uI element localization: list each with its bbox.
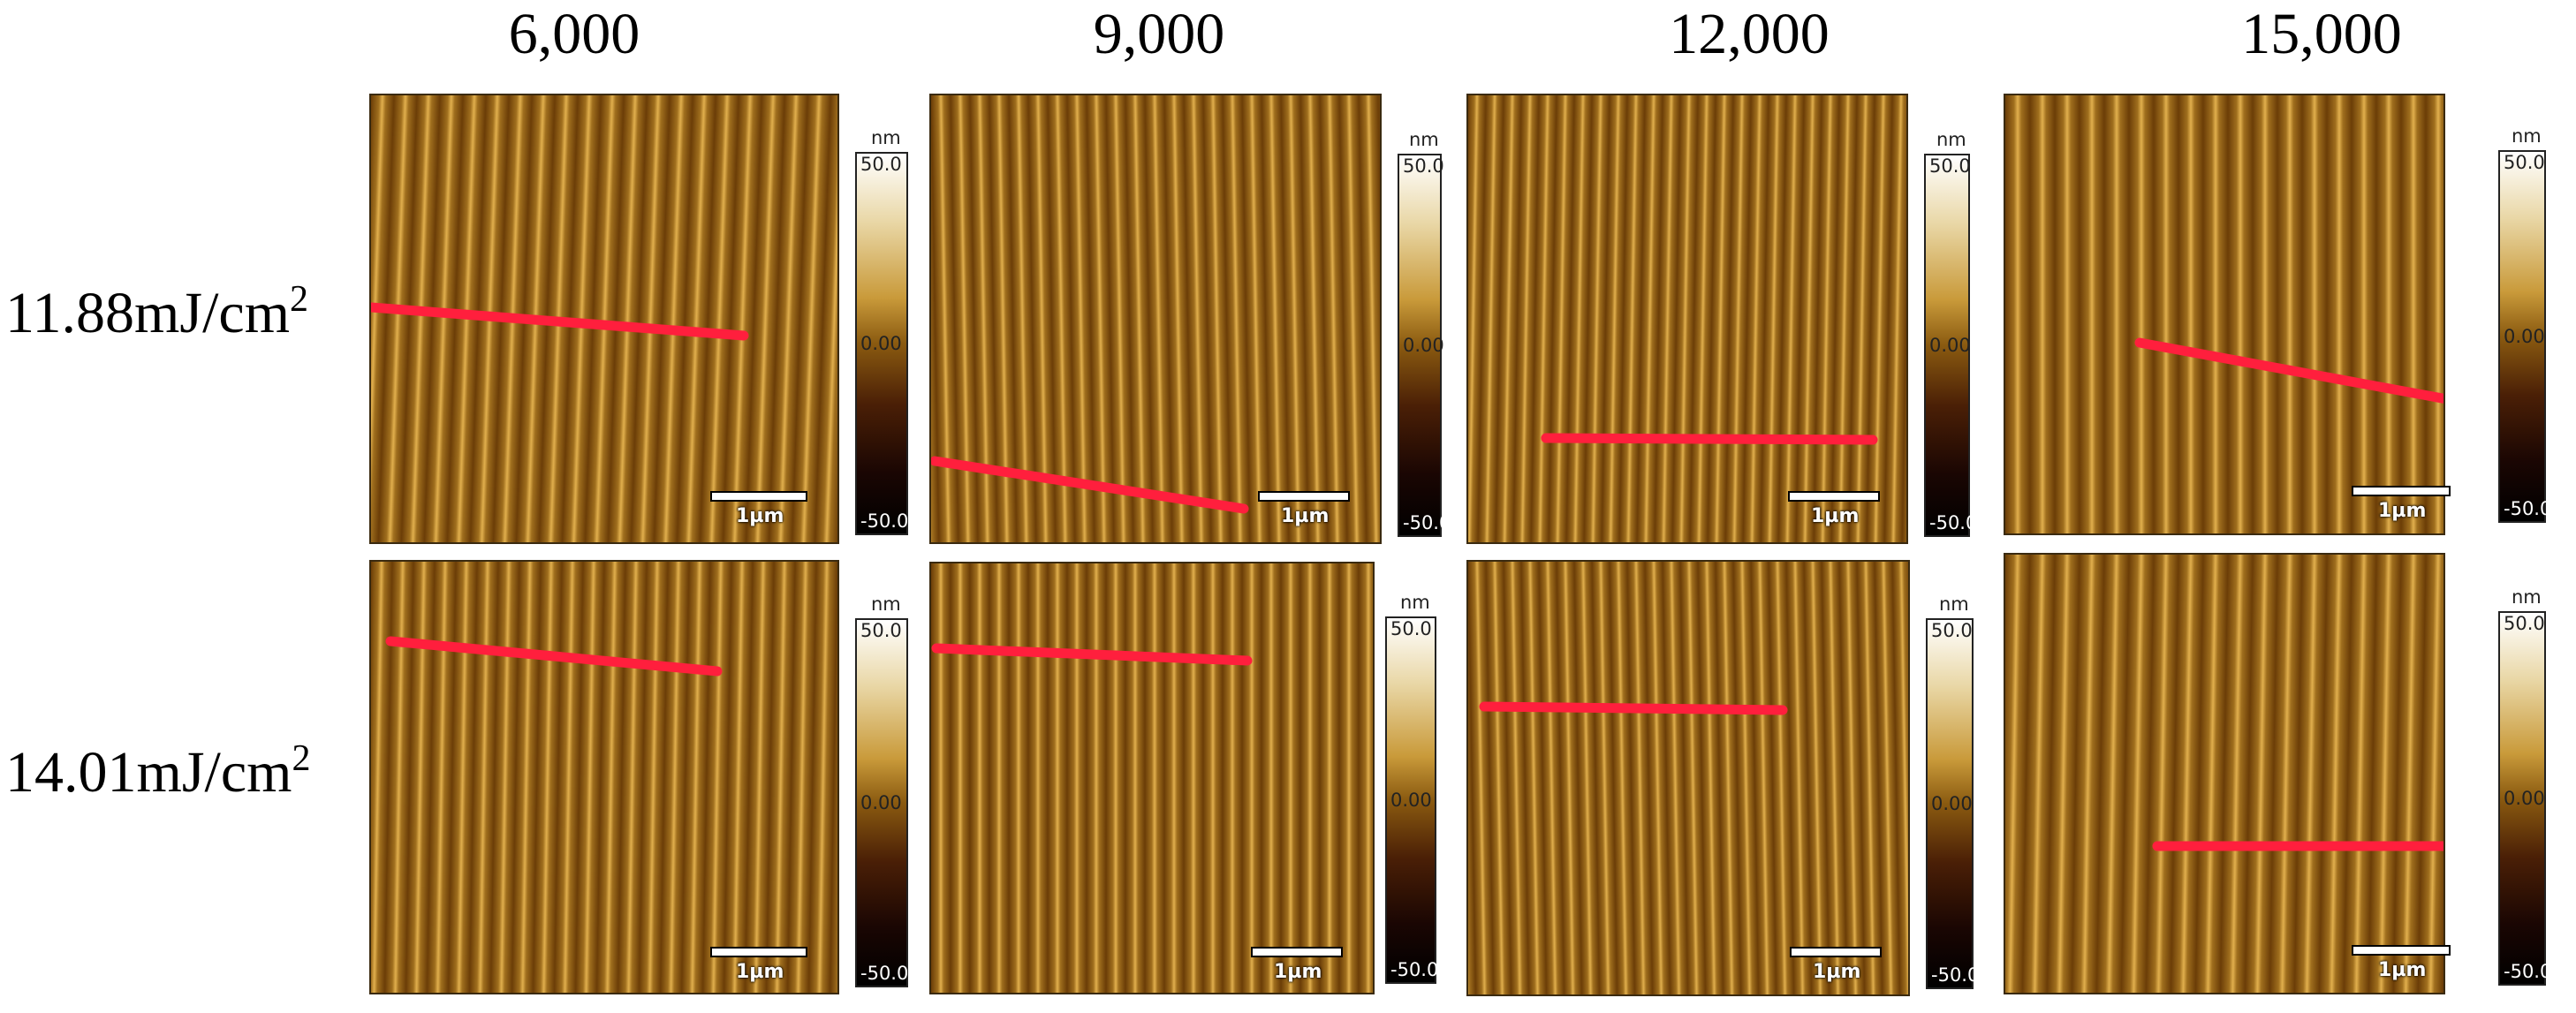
height-colorbar (1926, 618, 1974, 989)
colorbar-max-label: 50.0 (860, 154, 902, 175)
profile-line (1479, 701, 1788, 715)
scale-bar (1788, 491, 1880, 502)
colorbar-max-label: 50.0 (1931, 620, 1973, 641)
colorbar-mid-label: 0.00 (2504, 788, 2545, 809)
colorbar-unit: nm (871, 127, 901, 148)
colorbar-max-label: 50.0 (2504, 613, 2545, 634)
column-title-6000: 6,000 (508, 2, 640, 66)
afm-image (2004, 94, 2445, 535)
colorbar-unit: nm (871, 593, 901, 615)
profile-line (931, 456, 1249, 514)
column-title-9000: 9,000 (1093, 2, 1225, 66)
colorbar-unit: nm (1939, 593, 1969, 615)
colorbar-unit: nm (1409, 129, 1439, 150)
height-colorbar (855, 618, 908, 987)
scale-bar (2352, 945, 2451, 956)
colorbar-min-label: -50.0 (860, 510, 909, 532)
colorbar-min-label: -50.0 (1403, 512, 1451, 533)
scale-bar-label: 1µm (2378, 500, 2427, 522)
colorbar-min-label: -50.0 (1390, 959, 1439, 980)
afm-stripe-texture (371, 95, 837, 542)
height-colorbar (2498, 611, 2546, 986)
afm-stripe-texture (1468, 95, 1906, 542)
height-colorbar (1924, 154, 1970, 537)
afm-stripe-texture (1468, 562, 1908, 994)
afm-surface (1468, 562, 1908, 994)
afm-surface (931, 95, 1380, 542)
colorbar-unit: nm (1400, 592, 1430, 613)
scale-bar (710, 947, 807, 957)
scale-bar-label: 1µm (736, 505, 784, 527)
colorbar-unit: nm (2512, 586, 2542, 608)
colorbar-mid-label: 0.00 (1929, 335, 1971, 356)
profile-line (1541, 433, 1878, 445)
colorbar-unit: nm (2512, 125, 2542, 147)
row-label-text: 14.01mJ/cm (5, 740, 292, 805)
profile-line (2134, 337, 2443, 404)
afm-image (2004, 553, 2445, 994)
profile-line (385, 636, 723, 677)
colorbar-max-label: 50.0 (2504, 152, 2545, 173)
afm-image (1466, 94, 1908, 544)
colorbar-mid-label: 0.00 (1390, 790, 1432, 811)
afm-surface (371, 95, 837, 542)
afm-surface (2005, 95, 2443, 533)
afm-surface (931, 563, 1373, 993)
colorbar-min-label: -50.0 (2504, 498, 2552, 519)
colorbar-mid-label: 0.00 (1931, 793, 1973, 814)
scale-bar (710, 491, 807, 502)
colorbar-max-label: 50.0 (1403, 155, 1444, 177)
colorbar-mid-label: 0.00 (1403, 335, 1444, 356)
afm-surface (1468, 95, 1906, 542)
profile-line (931, 643, 1253, 666)
afm-image (929, 562, 1375, 994)
afm-stripe-texture (371, 562, 837, 993)
afm-image (1466, 560, 1910, 996)
row-label-superscript: 2 (292, 738, 311, 779)
afm-stripe-texture (2005, 555, 2443, 993)
colorbar-min-label: -50.0 (1929, 512, 1978, 533)
afm-image (369, 94, 839, 544)
column-title-15000: 15,000 (2241, 2, 2402, 66)
colorbar-min-label: -50.0 (2504, 961, 2552, 982)
afm-image (929, 94, 1382, 544)
row-label-fluence-2: 14.01mJ/cm2 (5, 740, 311, 802)
colorbar-unit: nm (1936, 129, 1966, 150)
colorbar-mid-label: 0.00 (2504, 326, 2545, 347)
colorbar-max-label: 50.0 (1929, 155, 1971, 177)
scale-bar-label: 1µm (1274, 961, 1322, 983)
colorbar-max-label: 50.0 (860, 620, 902, 641)
height-colorbar (1398, 154, 1442, 537)
column-title-12000: 12,000 (1669, 2, 1830, 66)
height-colorbar (855, 152, 908, 535)
afm-stripe-texture (931, 563, 1373, 993)
scale-bar-label: 1µm (1813, 961, 1861, 983)
afm-stripe-texture (2005, 95, 2443, 533)
colorbar-mid-label: 0.00 (860, 333, 902, 354)
scale-bar (1251, 947, 1343, 957)
row-label-fluence-1: 11.88mJ/cm2 (5, 281, 308, 343)
scale-bar-label: 1µm (2378, 959, 2427, 981)
colorbar-min-label: -50.0 (1931, 964, 1980, 986)
afm-image (369, 560, 839, 994)
colorbar-max-label: 50.0 (1390, 618, 1432, 639)
scale-bar (1258, 491, 1350, 502)
height-colorbar (1385, 616, 1436, 984)
row-label-text: 11.88mJ/cm (5, 281, 291, 345)
row-label-superscript: 2 (290, 279, 309, 320)
afm-surface (2005, 555, 2443, 993)
scale-bar (1790, 947, 1882, 957)
afm-stripe-texture (931, 95, 1380, 542)
profile-line (371, 302, 749, 341)
scale-bar (2352, 486, 2451, 496)
scale-bar-label: 1µm (1811, 505, 1860, 527)
scale-bar-label: 1µm (736, 961, 784, 983)
afm-surface (371, 562, 837, 993)
colorbar-mid-label: 0.00 (860, 792, 902, 813)
scale-bar-label: 1µm (1281, 505, 1330, 527)
height-colorbar (2498, 150, 2546, 523)
colorbar-min-label: -50.0 (860, 963, 909, 984)
